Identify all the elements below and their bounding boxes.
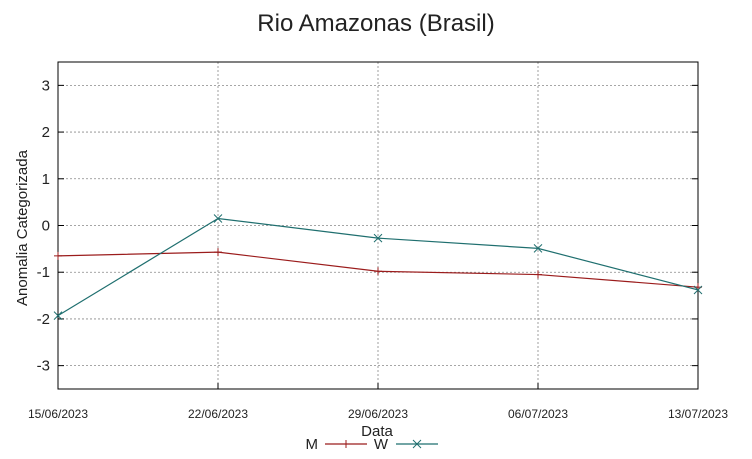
legend-label: W	[374, 436, 389, 453]
y-axis: 3 2 1 0 -1 -2 -3	[37, 77, 698, 375]
legend-label: M	[306, 436, 319, 453]
x-tick-label: 22/06/2023	[188, 407, 248, 421]
marker-x	[213, 214, 223, 223]
y-tick-label: -3	[37, 358, 50, 375]
marker-x	[53, 311, 63, 321]
marker-x	[373, 233, 383, 243]
x-axis: 15/06/2023 22/06/2023 29/06/2023 06/07/2023…	[28, 383, 728, 421]
y-tick-label: 0	[42, 218, 50, 235]
marker-x	[533, 244, 543, 253]
y-tick-label: -2	[37, 311, 50, 328]
marker-x	[693, 285, 703, 295]
y-tick-label: -1	[37, 264, 50, 281]
x-tick-label: 29/06/2023	[348, 407, 408, 421]
x-tick-label: 15/06/2023	[28, 407, 88, 421]
legend-item: W	[374, 436, 438, 453]
series-W	[53, 214, 703, 321]
x-tick-label: 13/07/2023	[668, 407, 728, 421]
marker-x	[412, 439, 422, 449]
y-tick-label: 3	[42, 77, 50, 94]
y-axis-label: Anomalia Categorizada	[14, 149, 31, 306]
y-tick-label: 1	[42, 171, 50, 188]
y-tick-label: 2	[42, 124, 50, 141]
series-M	[54, 248, 702, 292]
grid	[57, 62, 699, 389]
x-tick-label: 06/07/2023	[508, 407, 568, 421]
chart-title: Rio Amazonas (Brasil)	[257, 10, 494, 37]
x-axis-label: Data	[361, 423, 393, 440]
series-group	[53, 214, 703, 321]
legend-item: M	[306, 436, 367, 453]
